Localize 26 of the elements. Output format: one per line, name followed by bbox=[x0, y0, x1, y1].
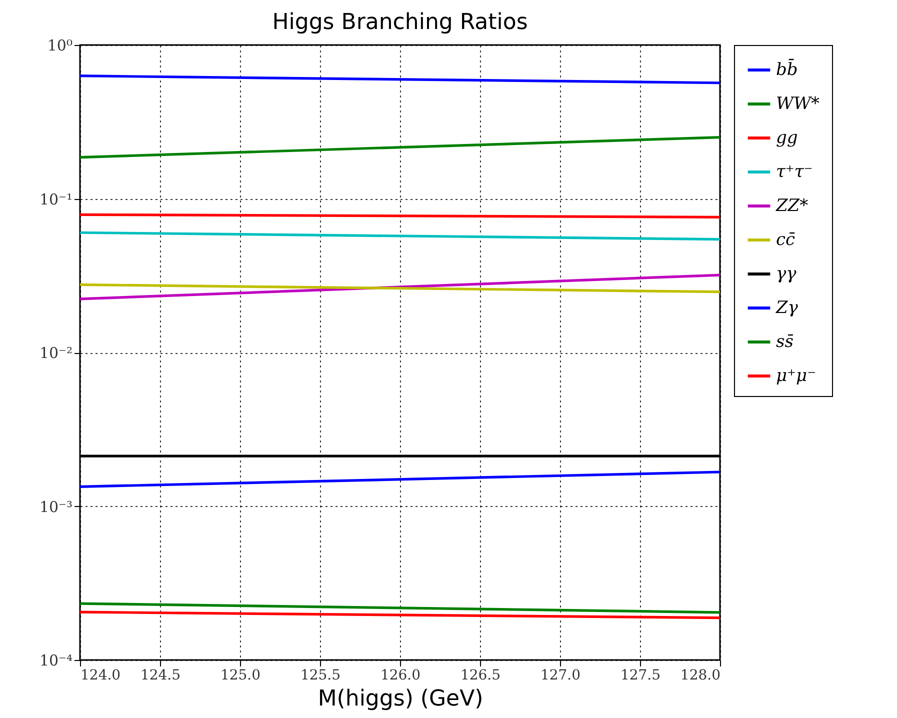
legend-label: μ⁺μ⁻ bbox=[776, 366, 816, 386]
legend-label: bb̄ bbox=[776, 58, 798, 80]
legend-label: WW* bbox=[776, 94, 820, 114]
x-tick-label: 126.0 bbox=[380, 668, 421, 684]
x-tick-label: 125.0 bbox=[220, 668, 261, 684]
legend-label: τ⁺τ⁻ bbox=[776, 162, 813, 182]
legend-label: ZZ* bbox=[775, 196, 809, 216]
legend-label: Zγ bbox=[775, 298, 799, 318]
x-tick-label: 124.5 bbox=[140, 668, 181, 684]
legend-label: ss̄ bbox=[776, 332, 794, 352]
x-tick-label: 125.5 bbox=[300, 668, 341, 684]
x-axis-title: M(higgs) (GeV) bbox=[318, 686, 484, 712]
y-tick-label: 10⁻² bbox=[39, 344, 72, 362]
y-tick-label: 10⁻⁴ bbox=[39, 652, 72, 670]
legend-label: cc̄ bbox=[776, 230, 796, 250]
y-tick-label: 10⁻³ bbox=[39, 498, 72, 516]
chart-title: Higgs Branching Ratios bbox=[272, 10, 528, 35]
x-tick-label: 124.0 bbox=[80, 668, 121, 684]
x-tick-label: 127.5 bbox=[620, 668, 661, 684]
x-tick-label: 127.0 bbox=[540, 668, 581, 684]
x-tick-label: 128.0 bbox=[680, 668, 720, 684]
legend-label: γγ bbox=[776, 264, 798, 284]
y-tick-label: 10⁰ bbox=[47, 36, 72, 54]
legend-label: gg bbox=[776, 128, 798, 148]
x-tick-label: 126.5 bbox=[460, 668, 501, 684]
y-tick-label: 10⁻¹ bbox=[39, 190, 72, 208]
